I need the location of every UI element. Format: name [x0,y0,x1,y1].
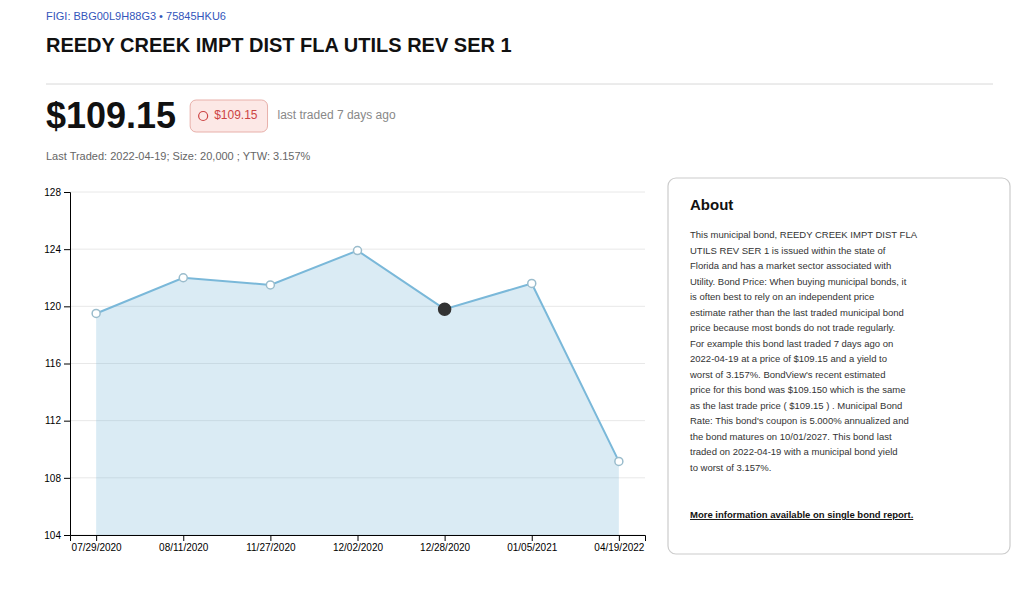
about-body-line: estimate rather than the last traded mun… [690,307,904,318]
y-tick: 104 [44,530,70,541]
x-tick-mark [358,535,359,541]
x-tick-mark [532,535,533,541]
y-tick: 120 [44,301,70,312]
about-heading: About [690,196,733,213]
title: REEDY CREEK IMPT DIST FLA UTILS REV SER … [46,34,512,56]
x-tick-label: 12/28/2020 [420,542,470,553]
x-tick-mark [445,535,446,541]
x-tick: 04/19/2022 [594,535,644,553]
about-body-line: is often best to rely on an independent … [690,291,874,302]
y-axis-line [64,193,71,536]
y-tick: 124 [44,244,70,255]
about-body-line: as the last trade price ( $109.15 ) . Mu… [690,400,902,411]
marker [92,309,100,317]
last-traded-detail: Last Traded: 2022-04-19; Size: 20,000 ; … [46,150,311,162]
y-tick-label: 124 [44,244,61,255]
y-tick-mark [64,364,70,365]
about-body-line: traded on 2022-04-19 with a municipal bo… [690,446,898,457]
chart-page: FIGI: BBG00L9H88G3 • 75845HKU6 REEDY CREE… [0,0,1024,597]
marker [354,247,362,255]
x-tick-mark [183,535,184,541]
y-tick: 116 [45,358,70,369]
about-body-line: Rate: This bond's coupon is 5.000% annua… [690,415,909,426]
y-tick-mark [64,535,70,536]
about-border [668,178,1010,554]
about-link: More information available on single bon… [690,509,913,520]
x-tick-label: 08/11/2020 [159,542,209,553]
about-body-line: the bond matures on 10/01/2027. This bon… [690,431,892,442]
y-tick-label: 120 [44,301,61,312]
x-tick: 07/29/2020 [72,535,122,553]
badge-price: $109.15 [214,108,258,122]
marker [528,279,536,287]
y-tick-label: 116 [45,358,61,369]
x-tick-label: 12/02/2020 [333,542,383,553]
line [96,251,619,462]
x-axis: 07/29/2020 08/11/2020 11/27/2020 12/02/2020… [71,535,646,553]
x-tick-label: 04/19/2022 [594,542,644,553]
about-body-line: Utility. Bond Price: When buying municip… [690,276,907,287]
y-tick-mark [64,478,70,479]
area [96,251,619,535]
about-body-line: This municipal bond, REEDY CREEK IMPT DI… [690,229,918,240]
y-tick-label: 112 [45,415,61,426]
price-large: $109.15 [46,95,176,136]
about-body-line: UTILS REV SER 1 is issued within the sta… [690,245,886,256]
price-badge: $109.15 [190,100,267,132]
last-traded: last traded 7 days ago [278,108,396,122]
about-body-line: worst of 3.157%. BondView's recent estim… [689,369,885,380]
badge-background [190,100,267,132]
x-tick-label: 01/05/2021 [507,542,557,553]
y-tick-label: 128 [44,187,61,198]
x-tick: 01/05/2021 [507,535,557,553]
x-tick: 11/27/2020 [246,535,296,553]
about-body-line: For example this bond last traded 7 days… [690,338,893,349]
x-tick: 08/11/2020 [159,535,209,553]
marker [615,457,623,465]
about-body-line: 2022-04-19 at a price of $109.15 and a y… [690,353,887,364]
x-tick: 12/02/2020 [333,535,383,553]
x-tick-mark [96,535,97,541]
x-tick-label: 07/29/2020 [72,542,122,553]
y-tick-label: 104 [44,530,61,541]
badge-clock-icon [199,112,208,121]
y-tick-label: 108 [44,473,61,484]
y-tick: 112 [45,415,70,426]
about-body-line: Florida and has a market sector associat… [690,260,891,271]
highlight-marker [439,303,451,315]
grid-line [70,192,645,193]
separator [46,84,993,85]
marker [266,281,274,289]
x-axis-line [71,536,646,542]
y-tick-mark [64,306,70,307]
about-body-line: price for this bond was $109.150 which i… [690,384,905,395]
y-tick: 108 [44,473,70,484]
y-tick-mark [64,192,70,193]
y-tick-mark [64,421,70,422]
about-body-line: price because most bonds do not trade re… [690,322,895,333]
x-tick-label: 11/27/2020 [246,542,296,553]
plot-marks [92,247,623,535]
x-tick-mark [619,535,620,541]
about-body: This municipal bond, REEDY CREEK IMPT DI… [689,229,918,473]
y-tick: 128 [44,187,70,198]
x-tick: 12/28/2020 [420,535,470,553]
y-axis: 104 108 112 116 120 124 128 [44,187,70,541]
x-tick-mark [270,535,271,541]
about-body-line: to worst of 3.157%. [690,462,771,473]
y-tick-mark [64,249,70,250]
marker [179,274,187,282]
grid [70,192,645,535]
about-panel: About This municipal bond, REEDY CREEK IM… [668,178,1010,554]
subtitle: FIGI: BBG00L9H88G3 • 75845HKU6 [46,10,226,22]
